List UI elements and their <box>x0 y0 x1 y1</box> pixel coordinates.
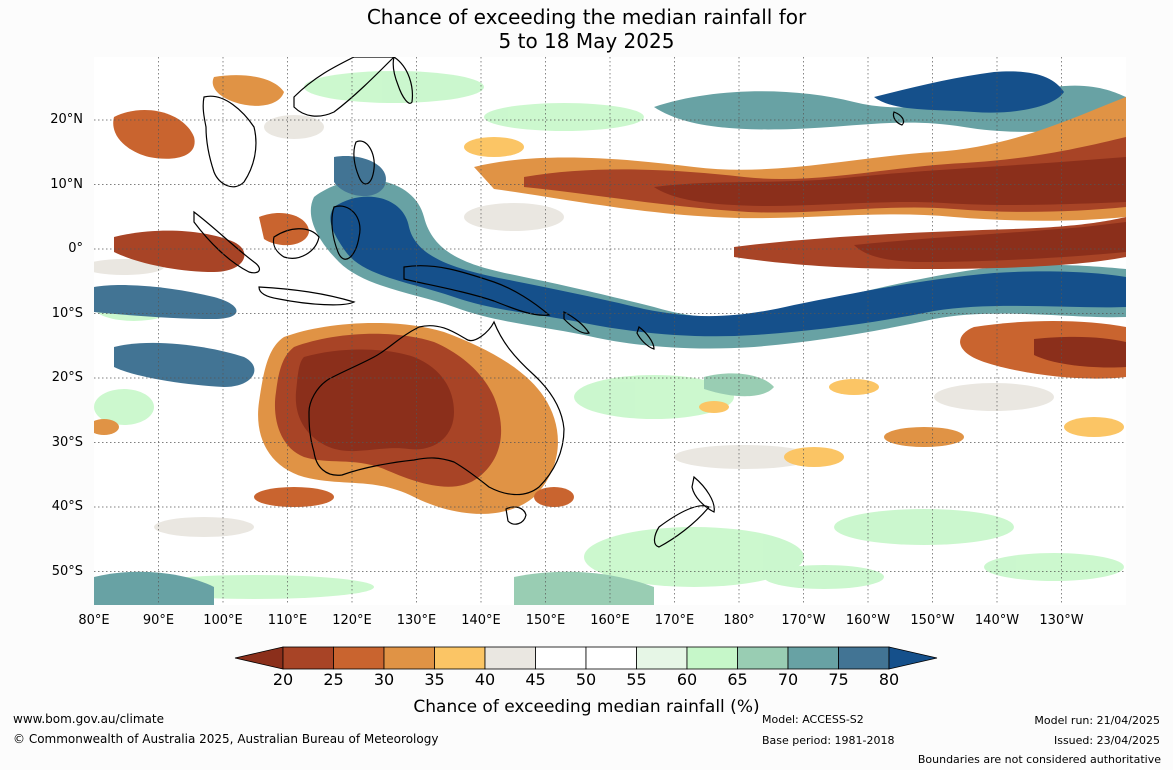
colorbar-swatch <box>434 646 486 670</box>
coastline-outlines <box>193 57 905 548</box>
longitude-label: 90°E <box>142 613 175 628</box>
latitude-label: 10°N <box>50 176 83 192</box>
colorbar-swatch <box>787 646 839 670</box>
colorbar-tick-label: 30 <box>373 670 395 689</box>
map-title-line1: Chance of exceeding the median rainfall … <box>366 5 807 29</box>
latitude-label: 30°S <box>51 434 83 450</box>
map-title-line2: 5 to 18 May 2025 <box>498 29 675 53</box>
colorbar-tick-label: 40 <box>474 670 496 689</box>
latitude-label: 50°S <box>51 563 83 579</box>
longitude-label: 130°W <box>1039 613 1084 628</box>
longitude-label: 180° <box>723 613 755 628</box>
footer-copyright: © Commonwealth of Australia 2025, Austra… <box>13 732 439 746</box>
footer-model: Model: ACCESS-S2 <box>762 713 864 726</box>
colorbar-tick-label: 75 <box>828 670 849 689</box>
latitude-label: 20°N <box>50 112 83 127</box>
latitude-label: 40°S <box>51 499 83 514</box>
colorbar-swatch <box>585 646 637 670</box>
longitude-label: 80°E <box>78 613 110 628</box>
longitude-label: 150°W <box>910 613 955 628</box>
neutral-grey-patches <box>94 115 1054 537</box>
longitude-label: 160°W <box>845 613 891 628</box>
colorbar-swatch <box>838 646 890 670</box>
latitude-label: 20°S <box>51 370 83 385</box>
colorbar-tick-label: 55 <box>626 670 647 689</box>
colorbar-extend-low <box>234 646 284 670</box>
dry-anomaly-regions <box>94 75 1126 514</box>
footer-model-run: Model run: 21/04/2025 <box>1034 714 1160 727</box>
colorbar-tick-label: 65 <box>727 670 748 689</box>
colorbar-extend-high <box>888 646 938 670</box>
longitude-label: 110°E <box>267 613 308 628</box>
longitude-label: 130°E <box>396 613 437 628</box>
colorbar-swatch <box>484 646 536 670</box>
colorbar-swatch <box>333 646 385 670</box>
longitude-label: 100°E <box>203 613 243 628</box>
colorbar-swatch <box>282 646 334 670</box>
colorbar-tick-label: 70 <box>777 670 799 689</box>
colorbar-swatch <box>535 646 587 670</box>
colorbar-swatch <box>383 646 435 670</box>
colorbar-swatch <box>686 646 738 670</box>
longitude-label: 140°W <box>974 613 1020 628</box>
footer-issued: Issued: 23/04/2025 <box>1053 734 1160 747</box>
colorbar-tick-label: 25 <box>323 670 344 689</box>
colorbar-tick-label: 20 <box>272 670 294 689</box>
colorbar-tick-label: 60 <box>676 670 698 689</box>
light-anomaly-patches <box>94 71 1124 599</box>
longitude-label: 140°E <box>461 613 501 628</box>
colorbar-tick-label: 80 <box>878 670 900 689</box>
rainfall-map-canvas <box>94 57 1126 605</box>
longitude-label: 170°E <box>654 613 695 628</box>
footer-base-period: Base period: 1981-2018 <box>762 734 895 747</box>
graticule-grid <box>94 57 1126 605</box>
colorbar-swatch <box>737 646 789 670</box>
footer-disclaimer: Boundaries are not considered authoritat… <box>917 753 1161 766</box>
colorbar-swatch <box>636 646 688 670</box>
latitude-label: 0° <box>68 241 83 256</box>
colorbar-tick-label: 45 <box>525 670 546 689</box>
longitude-label: 160°E <box>590 613 630 628</box>
longitude-label: 170°W <box>781 613 826 628</box>
colorbar-tick-label: 50 <box>575 670 597 689</box>
longitude-label: 150°E <box>525 613 566 628</box>
rainfall-map <box>94 57 1126 605</box>
colorbar-tick-label: 35 <box>424 670 445 689</box>
colorbar-label: Chance of exceeding median rainfall (%) <box>413 697 760 717</box>
footer-website[interactable]: www.bom.gov.au/climate <box>13 712 164 726</box>
latitude-label: 10°S <box>51 305 83 321</box>
longitude-label: 120°E <box>332 613 372 628</box>
